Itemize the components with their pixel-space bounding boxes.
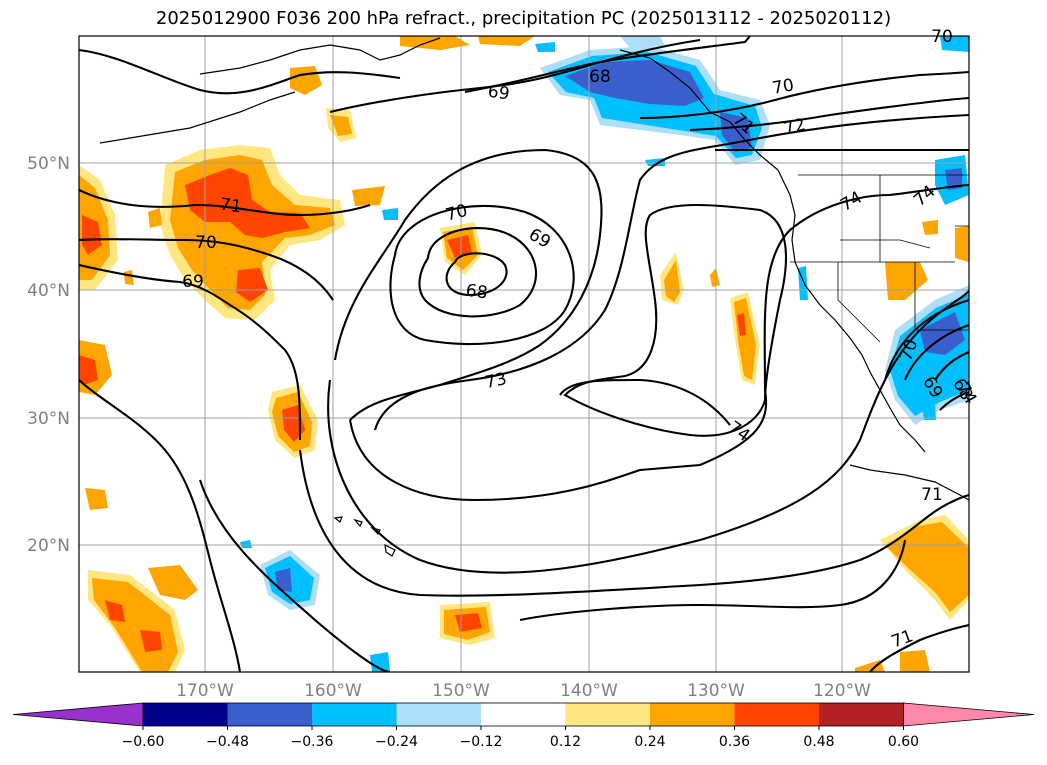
contour-label: 69 — [182, 272, 204, 292]
contour-label: 70 — [931, 27, 953, 47]
positive-anomaly-areas — [79, 36, 969, 672]
colorbar-segment — [734, 703, 820, 726]
lat-label-40n: 40°N — [27, 281, 70, 301]
map-frame — [78, 35, 970, 673]
contour-label: 71 — [219, 195, 243, 218]
lon-label-160w: 160°W — [304, 681, 362, 701]
colorbar-segment — [312, 703, 397, 726]
colorbar-extend-max — [903, 702, 1035, 727]
lat-label-20n: 20°N — [27, 536, 70, 556]
refractivity-contours — [79, 36, 969, 672]
colorbar-segment — [143, 703, 228, 726]
contour-label: 73 — [483, 369, 508, 393]
lon-label-120w: 120°W — [813, 681, 871, 701]
anomaly-region-nw-red — [185, 168, 310, 238]
coastlines — [99, 37, 969, 557]
contour-label: 70 — [771, 75, 796, 98]
latitude-labels: 50°N 40°N 30°N 20°N — [27, 154, 70, 556]
lon-label-140w: 140°W — [560, 681, 618, 701]
colorbar-tick-label: −0.24 — [375, 734, 418, 750]
lon-label-130w: 130°W — [687, 681, 745, 701]
colorbar-extend-min — [12, 702, 144, 727]
colorbar-tick-label: −0.12 — [460, 734, 503, 750]
colorbar-segment — [650, 703, 735, 726]
colorbar-tick-label: 0.48 — [803, 734, 834, 750]
colorbar-segment — [481, 703, 566, 726]
contour-label: 70 — [195, 233, 217, 253]
colorbar-tick-label: 0.60 — [888, 734, 919, 750]
colorbar-tick-label: 0.12 — [550, 734, 581, 750]
contour-label: 71 — [921, 485, 943, 505]
anomaly-region-west-edge-red — [82, 215, 102, 255]
lat-label-50n: 50°N — [27, 154, 70, 174]
colorbar-outline — [142, 702, 904, 727]
contour-label: 69 — [487, 82, 511, 105]
longitude-labels: 170°W 160°W 150°W 140°W 130°W 120°W — [176, 681, 871, 701]
colorbar-segment — [227, 703, 313, 726]
colorbar: −0.60 −0.48 −0.36 −0.24 −0.12 0.12 0.24 0.36 0.4… — [12, 702, 1035, 750]
colorbar-segment — [565, 703, 651, 726]
lon-label-150w: 150°W — [432, 681, 490, 701]
colorbar-tick-label: −0.48 — [206, 734, 249, 750]
anomaly-region-nw-red2 — [236, 268, 268, 302]
colorbar-segment — [396, 703, 482, 726]
gridlines — [79, 36, 969, 672]
colorbar-tick-label: 0.36 — [719, 734, 750, 750]
colorbar-segment — [819, 703, 904, 726]
colorbar-tick-label: −0.60 — [122, 734, 165, 750]
lat-label-30n: 30°N — [27, 409, 70, 429]
lon-label-170w: 170°W — [176, 681, 234, 701]
negative-anomaly-areas — [240, 36, 969, 672]
colorbar-tick-label: −0.36 — [291, 734, 334, 750]
map-title: 2025012900 F036 200 hPa refract., precip… — [155, 8, 892, 29]
contour-label: 68 — [465, 281, 489, 304]
contour-label: 68 — [589, 67, 611, 87]
colorbar-tick-label: 0.24 — [634, 734, 665, 750]
